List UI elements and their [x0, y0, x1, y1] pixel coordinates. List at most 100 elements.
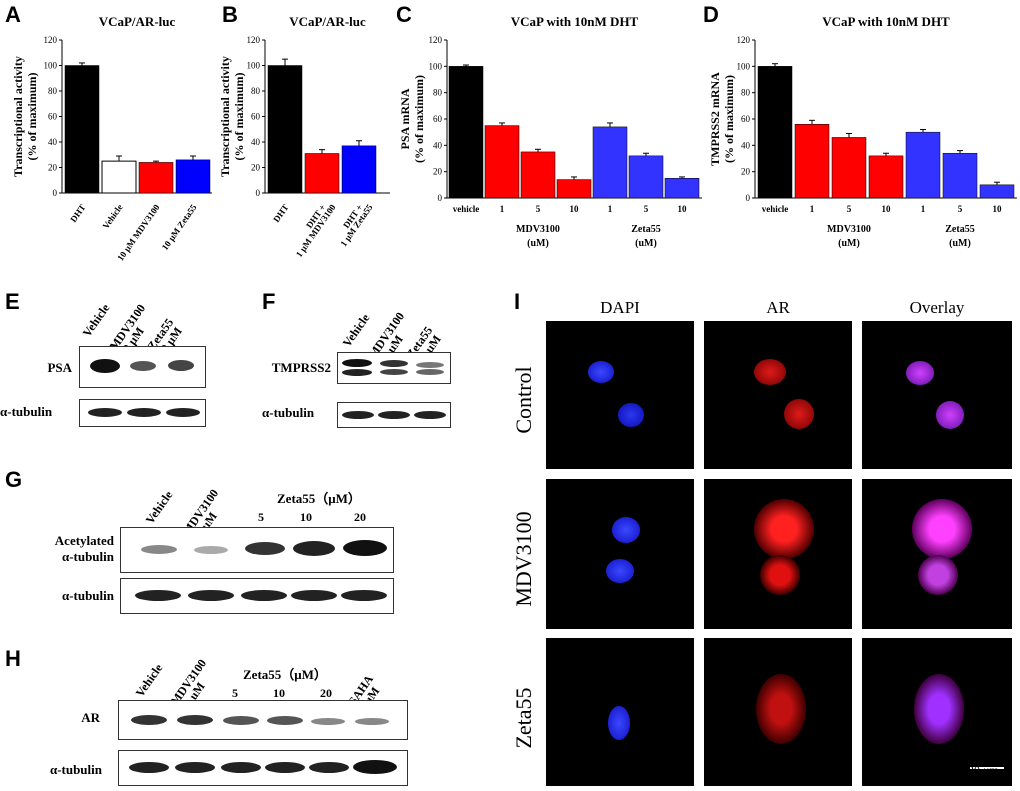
chart-c-bar-0	[448, 66, 484, 199]
blot-f-col-vehicle: Vehicle	[339, 311, 373, 350]
chart-d-group-unit-0: (uM)	[838, 238, 860, 249]
panel-label-b: B	[222, 2, 238, 27]
chart-c: VCaP with 10nM DHT 0 20 40 60 80 100 120 PSA mRN…	[398, 14, 702, 249]
chart-b-ylabel-unit: (% of maximum)	[232, 73, 246, 161]
chart-c-xlabel-0: vehicle	[453, 204, 480, 214]
chart-c-bar-6	[664, 178, 700, 199]
blot-g-row-acetylated: Acetylated α-tubulin	[54, 533, 114, 564]
blot-h-row-tubulin: α-tubulin	[49, 762, 102, 777]
chart-d-ytick-label-0: 0	[746, 193, 751, 203]
chart-d-ytick-label-3: 60	[741, 114, 751, 124]
chart-c-bar-1	[484, 125, 520, 199]
micro-control-overlay	[862, 321, 1012, 469]
chart-a-ytick-label-3: 60	[48, 112, 58, 122]
chart-b-bar-1	[304, 153, 340, 194]
chart-c-ytick-label-0: 0	[438, 193, 443, 203]
blot-f-row-tmprss2: TMPRSS2	[271, 360, 331, 375]
chart-d-xlabel-3: 10	[882, 204, 892, 214]
chart-a-xlabel-0: DHT	[68, 202, 87, 224]
chart-c-bar-3	[556, 179, 592, 199]
chart-b-bar-0	[267, 65, 303, 194]
blot-e-col-vehicle: Vehicle	[79, 301, 113, 340]
blot-h-dose-10: 10	[273, 686, 285, 700]
chart-c-xlabel-4: 1	[608, 204, 613, 214]
chart-b-ytick-label-2: 40	[251, 137, 261, 147]
chart-c-ytick-label-4: 80	[433, 88, 443, 98]
chart-c-xlabel-1: 1	[500, 204, 505, 214]
scale-bar-label: 20 μm	[968, 763, 999, 777]
chart-d-bar-3	[868, 155, 904, 199]
blot-g-col-vehicle: Vehicle	[142, 488, 176, 527]
chart-d-bar-1	[794, 124, 830, 199]
chart-a-ytick-label-1: 20	[48, 163, 58, 173]
chart-c-xlabel-3: 10	[570, 204, 580, 214]
chart-c-ytick-label-3: 60	[433, 114, 443, 124]
blot-g-dose-10: 10	[300, 510, 312, 524]
chart-b-ytick-label-0: 0	[256, 188, 261, 198]
micro-col-ar: AR	[766, 298, 790, 317]
micro-col-dapi: DAPI	[600, 298, 640, 317]
chart-c-ytick-label-1: 20	[433, 167, 443, 177]
chart-d-xlabel-2: 5	[847, 204, 852, 214]
chart-a-ytick-label-4: 80	[48, 86, 58, 96]
chart-d-bar-5	[942, 152, 978, 199]
micro-zeta-ar	[704, 638, 852, 786]
blot-g-dose-5: 5	[258, 510, 264, 524]
chart-c-ytick-label-5: 100	[429, 61, 443, 71]
blot-f-tubulin-strip	[337, 402, 451, 428]
chart-a-xlabel-3: 10 μM Zeta55	[160, 202, 199, 252]
panel-label-e: E	[5, 289, 20, 314]
blot-e-row-tubulin: α-tubulin	[0, 404, 53, 419]
panel-label-i: I	[514, 289, 521, 314]
chart-b-ylabel: Transcriptional activity	[218, 56, 232, 177]
blot-h-dose-5: 5	[232, 686, 238, 700]
scale-bar	[970, 767, 1004, 769]
chart-d-title: VCaP with 10nM DHT	[822, 14, 950, 29]
blot-h-group-label: Zeta55（μM）	[243, 667, 327, 682]
chart-b-title: VCaP/AR-luc	[289, 14, 366, 29]
chart-c-group-0: MDV3100	[516, 224, 560, 235]
chart-d-ytick-label-4: 80	[741, 88, 751, 98]
blot-g-dose-20: 20	[354, 510, 366, 524]
chart-d-bar-4	[905, 131, 941, 199]
micro-control-dapi	[546, 321, 694, 469]
chart-a-title: VCaP/AR-luc	[99, 14, 176, 29]
chart-d-ytick-label-2: 40	[741, 140, 751, 150]
blot-g-acetyl-strip	[120, 527, 394, 573]
chart-a-ytick-label-6: 120	[44, 35, 58, 45]
chart-b-ytick-label-3: 60	[251, 112, 261, 122]
chart-c-ylabel: PSA mRNA	[398, 88, 412, 149]
blot-e-psa-strip	[79, 346, 206, 388]
chart-d-bar-0	[757, 66, 793, 199]
chart-d-xlabel-5: 5	[958, 204, 963, 214]
chart-c-title: VCaP with 10nM DHT	[511, 14, 639, 29]
chart-d: VCaP with 10nM DHT 0 20 40 60 80 100 120 TMPRSS2…	[708, 14, 1017, 249]
chart-d-group-unit-1: (uM)	[949, 238, 971, 249]
micro-row-mdv3100: MDV3100	[511, 511, 536, 607]
chart-c-group-unit-1: (uM)	[635, 238, 657, 249]
chart-b-ytick-label-6: 120	[247, 35, 261, 45]
chart-c-bar-2	[520, 151, 556, 199]
chart-d-ytick-label-1: 20	[741, 167, 751, 177]
chart-d-bar-2	[831, 137, 867, 199]
chart-a-ylabel-unit: (% of maximum)	[25, 73, 39, 161]
blot-h-dose-20: 20	[320, 686, 332, 700]
chart-a-bar-1	[101, 160, 137, 194]
chart-c-bar-4	[592, 126, 628, 199]
chart-b-ytick-label-1: 20	[251, 163, 261, 173]
chart-c-ytick-label-2: 40	[433, 140, 443, 150]
chart-d-group-0: MDV3100	[827, 224, 871, 235]
chart-a-bar-0	[64, 65, 100, 194]
chart-c-group-1: Zeta55	[631, 224, 660, 235]
blot-h-col-vehicle: Vehicle	[132, 661, 166, 700]
micro-row-zeta55: Zeta55	[511, 687, 536, 749]
chart-a-ytick-label-2: 40	[48, 137, 58, 147]
blot-e-row-psa: PSA	[47, 360, 72, 375]
blot-f-tmprss2-strip	[337, 352, 451, 384]
blot-h-ar-strip	[118, 700, 408, 740]
panel-label-c: C	[396, 2, 412, 27]
chart-a-bar-3	[175, 159, 211, 194]
blot-h-row-ar: AR	[81, 710, 100, 725]
chart-d-ylabel: TMPRSS2 mRNA	[708, 72, 722, 166]
blot-g-row-tubulin: α-tubulin	[61, 588, 114, 603]
